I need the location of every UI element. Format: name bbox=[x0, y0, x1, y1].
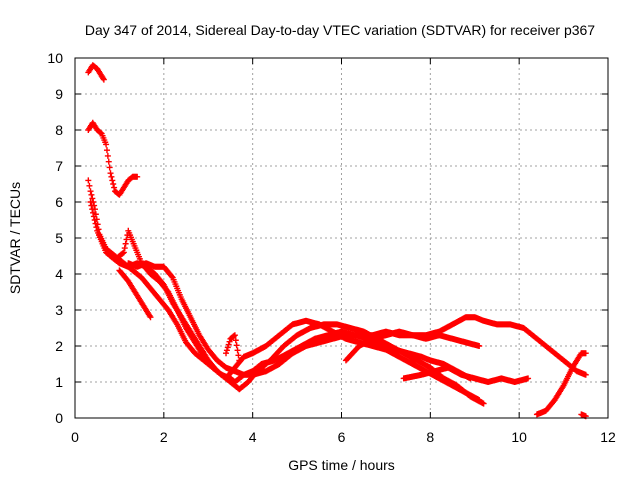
data-point-marker bbox=[120, 249, 127, 256]
data-point-marker bbox=[88, 202, 95, 209]
data-point-marker bbox=[85, 177, 92, 184]
x-tick-label: 12 bbox=[600, 429, 616, 445]
series-trace-k bbox=[533, 350, 589, 418]
data-point-marker bbox=[90, 213, 97, 220]
series-trace-l bbox=[578, 411, 589, 420]
y-tick-label: 6 bbox=[55, 194, 63, 210]
y-tick-label: 9 bbox=[55, 86, 63, 102]
y-axis-label: SDTVAR / TECUs bbox=[7, 182, 23, 294]
x-tick-label: 2 bbox=[160, 429, 168, 445]
data-point-marker bbox=[110, 181, 117, 187]
data-point-marker bbox=[103, 147, 110, 154]
y-tick-label: 7 bbox=[55, 158, 63, 174]
x-tick-label: 8 bbox=[426, 429, 434, 445]
data-point-marker bbox=[87, 199, 94, 205]
data-point-marker bbox=[105, 158, 112, 165]
data-point-marker bbox=[168, 273, 175, 280]
data-point-marker bbox=[225, 341, 232, 348]
x-axis-label: GPS time / hours bbox=[288, 457, 395, 473]
data-point-marker bbox=[107, 170, 114, 177]
data-point-marker bbox=[476, 343, 483, 349]
data-point-marker bbox=[91, 217, 98, 223]
series-trace-a bbox=[85, 62, 107, 83]
data-point-marker bbox=[123, 236, 130, 243]
data-point-marker bbox=[100, 75, 107, 82]
data-point-marker bbox=[480, 400, 487, 407]
data-point-marker bbox=[134, 173, 141, 180]
data-point-marker bbox=[582, 371, 589, 378]
y-tick-label: 10 bbox=[47, 50, 63, 66]
data-point-marker bbox=[476, 397, 483, 403]
data-point-marker bbox=[223, 350, 230, 357]
x-tick-label: 4 bbox=[249, 429, 257, 445]
x-tick-label: 6 bbox=[338, 429, 346, 445]
data-point-marker bbox=[109, 177, 116, 184]
data-point-marker bbox=[108, 173, 115, 180]
data-point-marker bbox=[231, 332, 238, 339]
data-point-marker bbox=[122, 240, 129, 247]
data-point-marker bbox=[147, 314, 154, 321]
data-point-marker bbox=[233, 342, 240, 349]
x-tick-label: 0 bbox=[71, 429, 79, 445]
series-trace-g bbox=[116, 267, 154, 321]
grid-lines bbox=[75, 58, 608, 418]
series-trace-f bbox=[125, 260, 589, 378]
data-point-marker bbox=[89, 195, 96, 202]
y-tick-label: 8 bbox=[55, 122, 63, 138]
x-tick-label: 10 bbox=[511, 429, 527, 445]
data-point-marker bbox=[89, 206, 96, 213]
data-point-marker bbox=[582, 350, 589, 357]
data-point-marker bbox=[93, 224, 100, 231]
data-point-marker bbox=[103, 141, 110, 148]
data-point-marker bbox=[92, 220, 99, 227]
y-tick-label: 3 bbox=[55, 302, 63, 318]
series-trace-b bbox=[85, 119, 141, 198]
series-trace-i bbox=[342, 328, 483, 364]
data-point-marker bbox=[226, 338, 233, 345]
data-point-marker bbox=[90, 209, 97, 216]
data-point-marker bbox=[88, 191, 95, 198]
data-point-marker bbox=[232, 337, 239, 344]
data-point-marker bbox=[111, 184, 118, 191]
series-trace-j bbox=[400, 364, 532, 385]
y-tick-label: 2 bbox=[55, 338, 63, 354]
data-point-marker bbox=[86, 182, 93, 189]
data-point-marker bbox=[223, 347, 230, 354]
data-point-marker bbox=[236, 357, 243, 364]
data-point-marker bbox=[121, 245, 128, 252]
data-point-marker bbox=[87, 188, 94, 195]
data-point-marker bbox=[104, 152, 111, 159]
data-point-marker bbox=[106, 164, 113, 171]
data-point-marker bbox=[119, 250, 126, 257]
data-point-marker bbox=[100, 76, 107, 83]
y-tick-label: 5 bbox=[55, 230, 63, 246]
data-point-marker bbox=[234, 347, 241, 354]
data-point-marker bbox=[235, 352, 242, 359]
chart-title: Day 347 of 2014, Sidereal Day-to-day VTE… bbox=[85, 22, 595, 38]
y-tick-label: 1 bbox=[55, 374, 63, 390]
data-point-marker bbox=[231, 332, 238, 339]
data-point-marker bbox=[224, 344, 231, 351]
y-tick-label: 0 bbox=[55, 410, 63, 426]
y-tick-label: 4 bbox=[55, 266, 63, 282]
data-point-marker bbox=[525, 375, 532, 382]
series-trace-h bbox=[223, 332, 243, 364]
data-markers bbox=[85, 62, 589, 420]
